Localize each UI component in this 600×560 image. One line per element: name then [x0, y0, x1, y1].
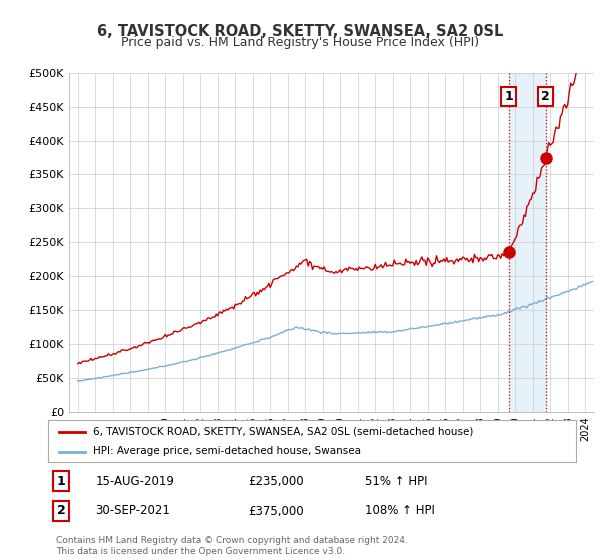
Text: 1: 1: [504, 90, 513, 102]
Text: 2: 2: [542, 90, 550, 102]
Text: 51% ↑ HPI: 51% ↑ HPI: [365, 475, 427, 488]
Text: Contains HM Land Registry data © Crown copyright and database right 2024.
This d: Contains HM Land Registry data © Crown c…: [56, 536, 407, 556]
Text: HPI: Average price, semi-detached house, Swansea: HPI: Average price, semi-detached house,…: [93, 446, 361, 456]
Text: £375,000: £375,000: [248, 505, 304, 517]
Text: 1: 1: [57, 475, 65, 488]
Text: Price paid vs. HM Land Registry's House Price Index (HPI): Price paid vs. HM Land Registry's House …: [121, 36, 479, 49]
Bar: [509, 73, 546, 412]
Text: 2: 2: [57, 505, 65, 517]
Text: 30-SEP-2021: 30-SEP-2021: [95, 505, 170, 517]
Text: 15-AUG-2019: 15-AUG-2019: [95, 475, 175, 488]
Text: 6, TAVISTOCK ROAD, SKETTY, SWANSEA, SA2 0SL (semi-detached house): 6, TAVISTOCK ROAD, SKETTY, SWANSEA, SA2 …: [93, 427, 473, 437]
Text: 6, TAVISTOCK ROAD, SKETTY, SWANSEA, SA2 0SL: 6, TAVISTOCK ROAD, SKETTY, SWANSEA, SA2 …: [97, 24, 503, 39]
Text: £235,000: £235,000: [248, 475, 304, 488]
Text: 108% ↑ HPI: 108% ↑ HPI: [365, 505, 434, 517]
